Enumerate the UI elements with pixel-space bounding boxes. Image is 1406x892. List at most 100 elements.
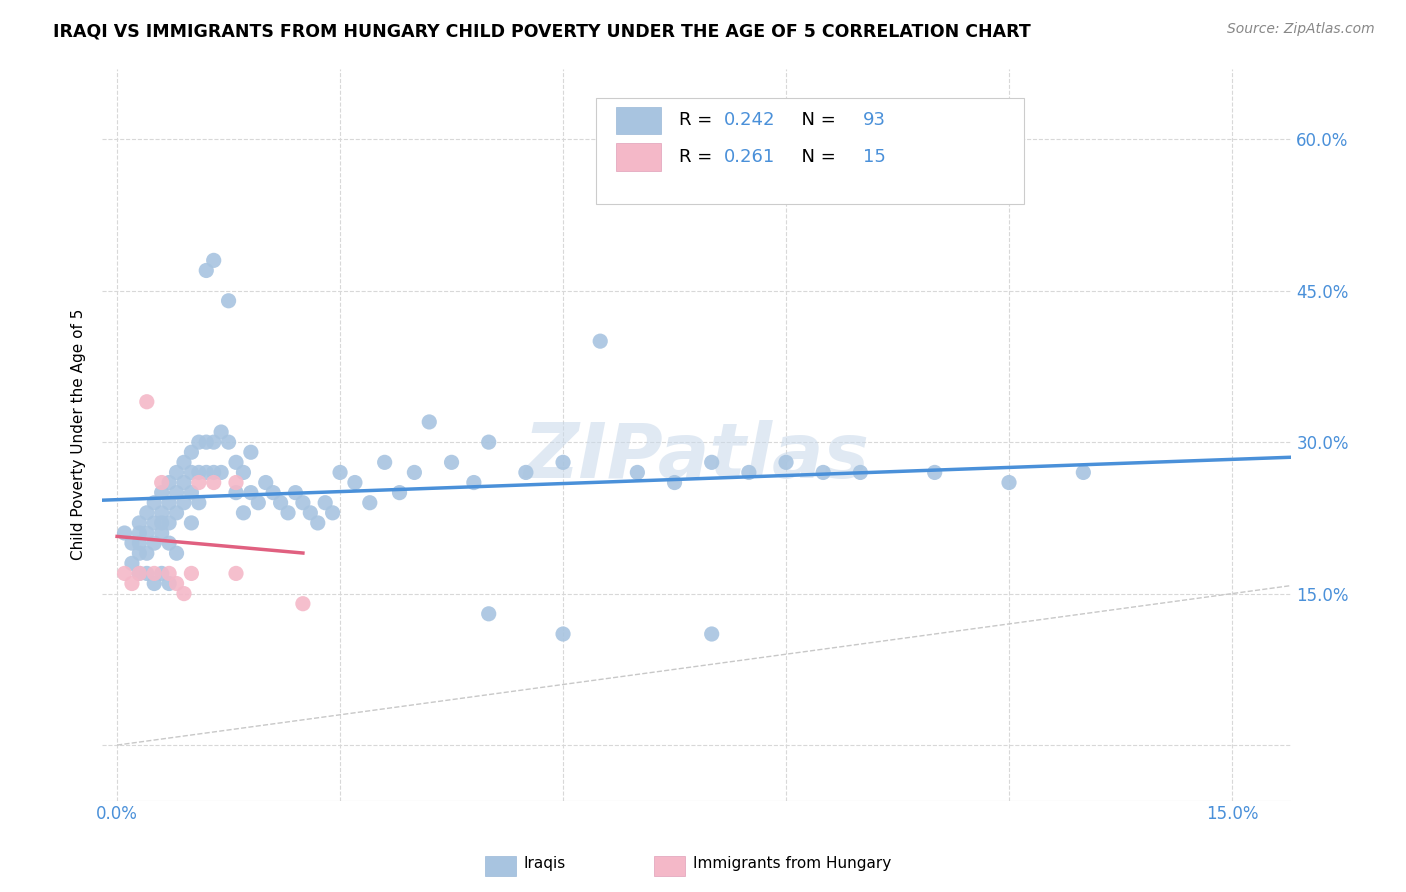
- Point: [180, 485, 202, 500]
- Text: R =: R =: [679, 112, 718, 129]
- Point: [418, 415, 440, 429]
- Point: [811, 466, 834, 480]
- Point: [202, 475, 225, 490]
- Point: [404, 466, 426, 480]
- Point: [232, 506, 254, 520]
- Point: [374, 455, 396, 469]
- Point: [239, 485, 262, 500]
- Point: [150, 516, 173, 530]
- Point: [551, 627, 574, 641]
- Point: [775, 455, 797, 469]
- Point: [343, 475, 366, 490]
- Point: [128, 566, 150, 581]
- Point: [180, 466, 202, 480]
- Point: [284, 485, 307, 500]
- Text: ZIPatlas: ZIPatlas: [524, 419, 870, 493]
- Text: Iraqis: Iraqis: [523, 856, 565, 871]
- Point: [225, 475, 247, 490]
- Point: [143, 576, 166, 591]
- Point: [173, 455, 195, 469]
- Point: [478, 435, 501, 450]
- Point: [218, 293, 240, 308]
- Point: [135, 526, 157, 541]
- Point: [121, 576, 143, 591]
- Point: [150, 566, 173, 581]
- Point: [128, 546, 150, 560]
- Point: [135, 394, 157, 409]
- Text: 15: 15: [863, 148, 886, 166]
- Point: [166, 506, 188, 520]
- FancyBboxPatch shape: [596, 98, 1024, 204]
- Point: [135, 506, 157, 520]
- Point: [478, 607, 501, 621]
- Point: [247, 496, 270, 510]
- Point: [150, 526, 173, 541]
- Point: [359, 496, 381, 510]
- Point: [166, 466, 188, 480]
- Point: [121, 536, 143, 550]
- FancyBboxPatch shape: [616, 106, 661, 135]
- Point: [180, 516, 202, 530]
- Point: [664, 475, 686, 490]
- Text: IRAQI VS IMMIGRANTS FROM HUNGARY CHILD POVERTY UNDER THE AGE OF 5 CORRELATION CH: IRAQI VS IMMIGRANTS FROM HUNGARY CHILD P…: [53, 22, 1031, 40]
- Point: [314, 496, 336, 510]
- Point: [209, 425, 232, 439]
- Point: [738, 466, 761, 480]
- Point: [135, 546, 157, 560]
- Point: [700, 627, 723, 641]
- Point: [157, 516, 180, 530]
- Point: [202, 253, 225, 268]
- Point: [626, 466, 648, 480]
- Point: [551, 455, 574, 469]
- Point: [225, 566, 247, 581]
- Point: [463, 475, 485, 490]
- Point: [150, 506, 173, 520]
- Point: [143, 536, 166, 550]
- Point: [150, 475, 173, 490]
- Text: R =: R =: [679, 148, 718, 166]
- Point: [166, 546, 188, 560]
- Point: [143, 516, 166, 530]
- Point: [128, 536, 150, 550]
- Point: [202, 466, 225, 480]
- Point: [218, 435, 240, 450]
- Point: [589, 334, 612, 348]
- Point: [143, 566, 166, 581]
- Point: [849, 466, 872, 480]
- Point: [157, 566, 180, 581]
- Point: [166, 485, 188, 500]
- Point: [307, 516, 329, 530]
- Point: [239, 445, 262, 459]
- Point: [180, 566, 202, 581]
- Point: [322, 506, 344, 520]
- Text: 0.261: 0.261: [724, 148, 776, 166]
- Point: [187, 435, 209, 450]
- Point: [700, 455, 723, 469]
- Point: [128, 526, 150, 541]
- Point: [114, 526, 136, 541]
- Text: 0.242: 0.242: [724, 112, 776, 129]
- Point: [924, 466, 946, 480]
- Point: [195, 466, 218, 480]
- Point: [388, 485, 411, 500]
- Point: [270, 496, 292, 510]
- Point: [291, 496, 314, 510]
- Point: [202, 435, 225, 450]
- Y-axis label: Child Poverty Under the Age of 5: Child Poverty Under the Age of 5: [72, 309, 86, 560]
- Point: [128, 516, 150, 530]
- Point: [209, 466, 232, 480]
- Point: [173, 475, 195, 490]
- Point: [277, 506, 299, 520]
- Point: [329, 466, 352, 480]
- Point: [187, 466, 209, 480]
- Point: [166, 576, 188, 591]
- Point: [187, 475, 209, 490]
- Point: [225, 455, 247, 469]
- Text: Source: ZipAtlas.com: Source: ZipAtlas.com: [1227, 22, 1375, 37]
- Text: Immigrants from Hungary: Immigrants from Hungary: [693, 856, 891, 871]
- Point: [1073, 466, 1095, 480]
- Point: [173, 586, 195, 600]
- Point: [157, 496, 180, 510]
- Point: [157, 536, 180, 550]
- Point: [128, 566, 150, 581]
